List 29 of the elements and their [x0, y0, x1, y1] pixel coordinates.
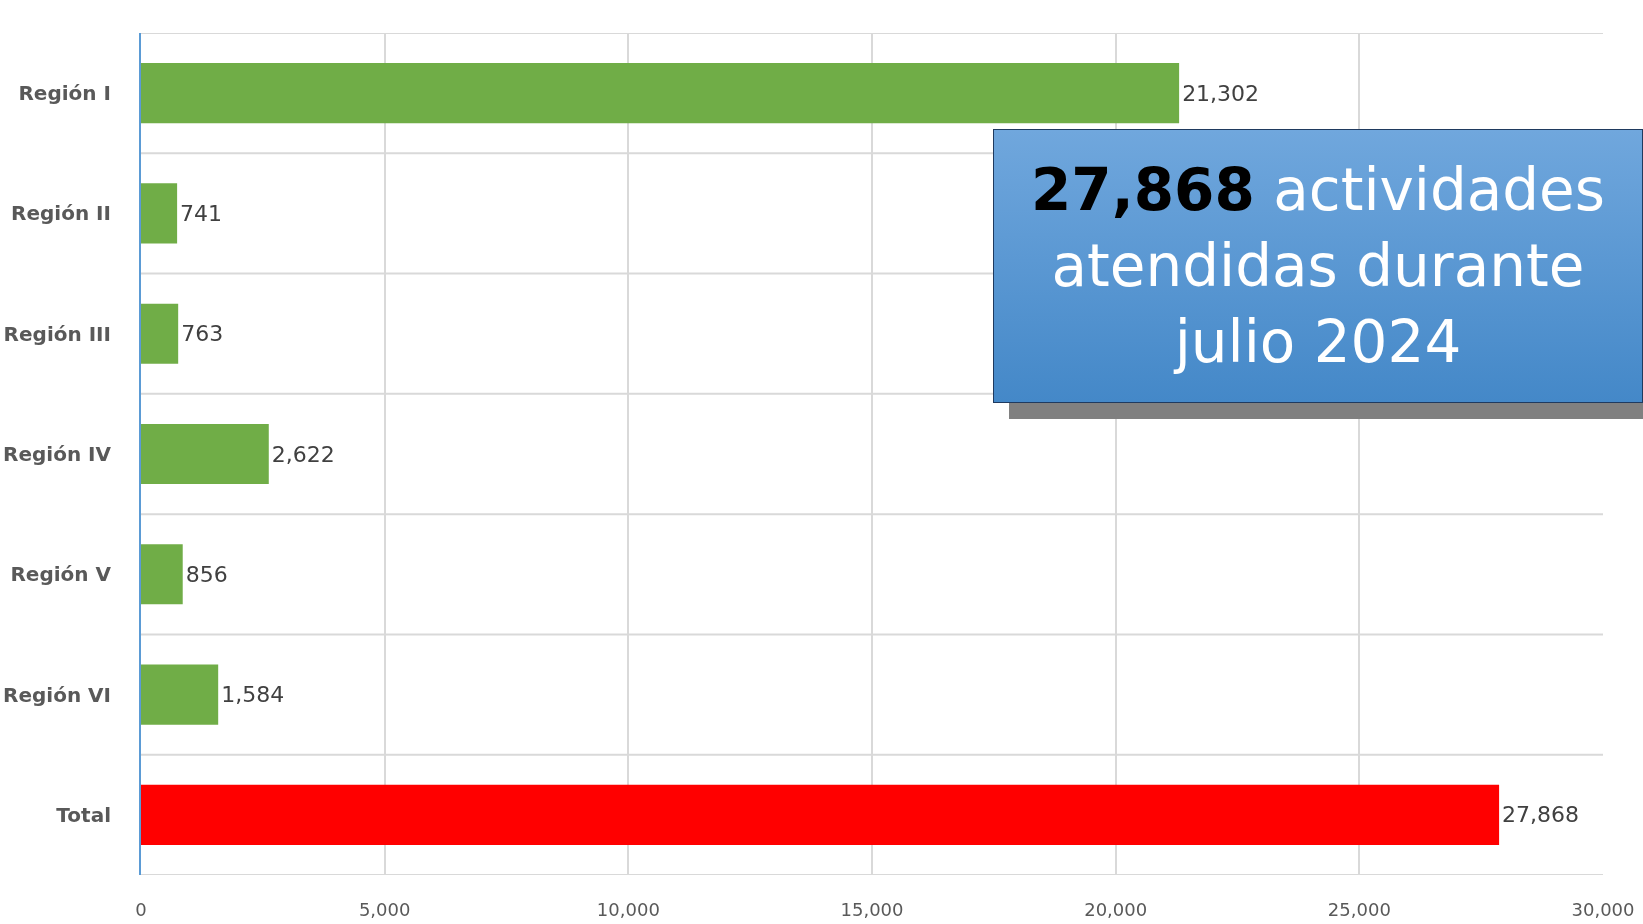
x-tick-label: 15,000	[840, 899, 904, 920]
bar	[141, 544, 183, 605]
annotation: 27,868 actividades atendidas durante julio 2024	[1029, 155, 1607, 378]
x-tick-label: 20,000	[1084, 899, 1148, 920]
bar	[141, 423, 269, 485]
bar	[141, 784, 1500, 845]
data-label: 741	[180, 200, 223, 226]
y-tick-label: Región VI	[3, 682, 111, 707]
y-tick-label: Total	[56, 802, 111, 827]
x-tick-label: 5,000	[358, 899, 411, 920]
y-tick-label: Región IV	[3, 442, 112, 466]
y-tick-label: Región III	[3, 321, 111, 346]
bar	[141, 183, 178, 244]
x-tick-label: 25,000	[1327, 899, 1391, 920]
y-tick-label: Región V	[10, 562, 112, 587]
x-tick-label: 0	[135, 899, 147, 920]
data-label: 763	[181, 321, 224, 347]
data-label: 1,584	[221, 682, 285, 708]
data-label: 2,622	[271, 441, 335, 467]
y-tick-label: Región I	[18, 81, 111, 106]
bar	[141, 63, 1180, 124]
data-label: 27,868	[1502, 802, 1580, 828]
bar	[141, 303, 179, 364]
data-label: 856	[185, 561, 228, 587]
y-tick-label: Región II	[11, 201, 111, 226]
bar	[141, 664, 219, 725]
data-label: 21,302	[1182, 80, 1260, 106]
x-tick-label: 10,000	[596, 899, 660, 920]
x-tick-label: 30,000	[1571, 899, 1635, 920]
